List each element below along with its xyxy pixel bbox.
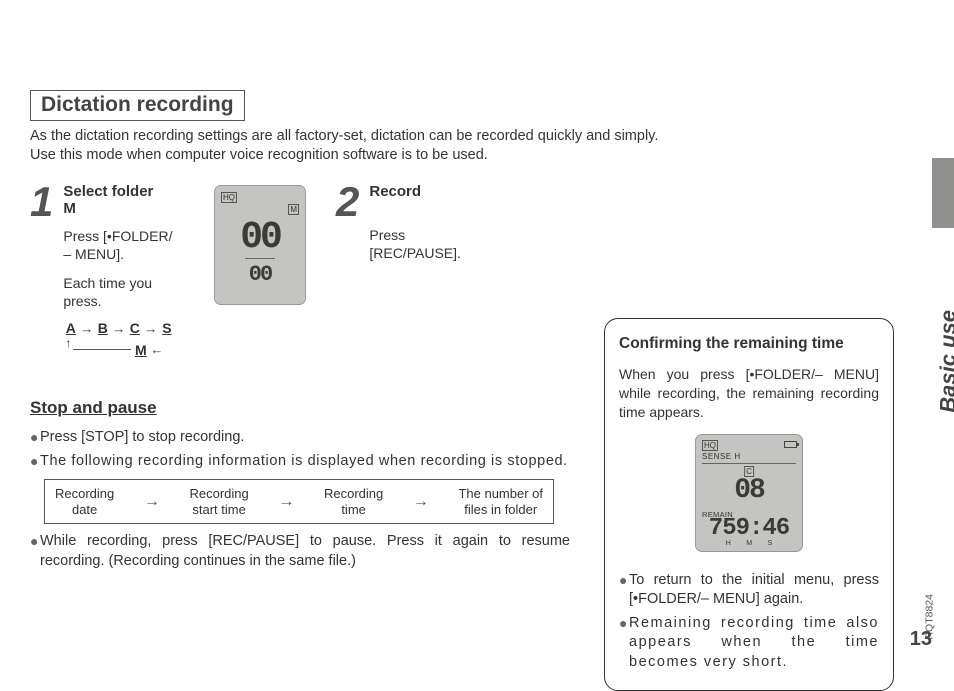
flow-item-start: Recording start time (189, 486, 248, 517)
battery-icon (784, 441, 797, 448)
step-1-title-l2: M (63, 200, 76, 217)
folder-m: M (133, 342, 148, 358)
bullet-icon: ● (619, 571, 629, 589)
step-2-press-l1: Press (369, 227, 405, 243)
stop-pause-block: Stop and pause ● Press [STOP] to stop re… (30, 398, 570, 571)
flow-item-date-l1: Recording (55, 486, 114, 501)
side-box-p1: When you press [•FOLDER/– MENU] while re… (619, 365, 879, 422)
step-1: 1 Select folder M Press [•FOLDER/ – MENU… (30, 181, 200, 370)
step-2-number: 2 (336, 181, 359, 223)
side-bullet-1: ● To return to the initial menu, press [… (619, 571, 879, 610)
lcd2-file-number: 08 (734, 475, 764, 506)
left-arrow-icon: ← (150, 342, 163, 357)
lcd1-divider (245, 258, 275, 259)
stop-bullet-1: ● Press [STOP] to stop recording. (30, 428, 570, 448)
lcd2-sense: SENSE H (702, 452, 741, 461)
flow-item-time-l1: Recording (324, 486, 383, 501)
lcd1-small-digits: 00 (249, 262, 271, 287)
stop-bullet-2: ● The following recording information is… (30, 452, 570, 472)
lcd-screen-2: HQ SENSE H C 08 REMAIN 759:46 H M S (695, 434, 803, 552)
stop-bullet-1-text: Press [STOP] to stop recording. (40, 428, 570, 448)
bullet-icon: ● (30, 532, 40, 550)
flow-item-start-l2: start time (192, 502, 245, 517)
step-1-title: Select folder M (63, 183, 213, 218)
step-2-press-l2: [REC/PAUSE]. (369, 245, 461, 261)
bullet-icon: ● (619, 614, 629, 632)
side-bullet-2: ● Remaining recording time also appears … (619, 614, 879, 673)
step-1-number: 1 (30, 181, 53, 223)
remaining-time-box: Confirming the remaining time When you p… (604, 318, 894, 691)
flow-item-time-l2: time (341, 502, 366, 517)
step-1-press-l2: – MENU]. (63, 246, 124, 262)
intro-text: As the dictation recording settings are … (30, 127, 860, 165)
lcd2-wrap: HQ SENSE H C 08 REMAIN 759:46 H M S (619, 434, 879, 557)
step-1-each-l2: press. (63, 293, 101, 309)
flow-item-date-l2: date (72, 502, 97, 517)
arrow-icon: → (278, 493, 294, 511)
stop-bullet-3-text: While recording, press [REC/PAUSE] to pa… (40, 532, 570, 571)
arrow-icon: → (144, 493, 160, 511)
lcd-screen-1: HQ M 00 00 (214, 185, 306, 305)
intro-line-2: Use this mode when computer voice recogn… (30, 147, 488, 163)
lcd2-h-label: H (726, 540, 731, 547)
folder-a: A (63, 320, 78, 336)
lcd2-time-digits: 759:46 (709, 515, 789, 542)
lcd2-hms-labels: H M S (696, 540, 802, 547)
arrow-icon: → (413, 493, 429, 511)
section-title: Dictation recording (30, 90, 245, 121)
lcd1-big-digits: 00 (240, 216, 280, 259)
side-bullet-2-text: Remaining recording time also appears wh… (629, 614, 879, 673)
step-1-press: Press [•FOLDER/ – MENU]. (63, 227, 213, 263)
stop-pause-heading: Stop and pause (30, 398, 570, 418)
side-box-title: Confirming the remaining time (619, 335, 879, 353)
side-bullet-1-text: To return to the initial menu, press [•F… (629, 571, 879, 610)
lcd2-s-label: S (768, 540, 773, 547)
step-2-title: Record (369, 183, 461, 200)
lcd2-divider (702, 463, 796, 464)
flow-item-date: Recording date (55, 486, 114, 517)
intro-line-1: As the dictation recording settings are … (30, 128, 658, 144)
flow-item-files: The number of files in folder (458, 486, 543, 517)
section-tab (932, 158, 954, 228)
flow-item-start-l1: Recording (189, 486, 248, 501)
step-1-press-l1: Press [•FOLDER/ (63, 228, 172, 244)
arrow-icon: → (144, 321, 157, 336)
section-label: Basic use (936, 310, 954, 413)
bullet-icon: ● (30, 428, 40, 446)
arrow-icon: → (80, 321, 93, 336)
recording-info-flow: Recording date → Recording start time → … (44, 479, 554, 524)
flow-item-files-l2: files in folder (464, 502, 537, 517)
page-number: 13 (910, 628, 932, 651)
up-arrow-icon: ↑ (65, 336, 71, 350)
stop-bullet-2-text: The following recording information is d… (40, 452, 570, 472)
folder-b: B (95, 320, 110, 336)
lcd2-m-label: M (746, 540, 752, 547)
step-2: 2 Record Press [REC/PAUSE]. (336, 181, 526, 273)
folder-c: C (127, 320, 142, 336)
step-2-press: Press [REC/PAUSE]. (369, 226, 461, 262)
lcd2-hq-indicator: HQ (702, 440, 718, 451)
step-1-title-l1: Select folder (63, 183, 153, 200)
step-1-each: Each time you press. (63, 274, 213, 310)
folder-s: S (159, 320, 174, 336)
step-1-each-l1: Each time you (63, 275, 152, 291)
stop-bullet-3: ● While recording, press [REC/PAUSE] to … (30, 532, 570, 571)
flow-item-time: Recording time (324, 486, 383, 517)
arrow-icon: → (112, 321, 125, 336)
seq-line (73, 349, 131, 350)
bullet-icon: ● (30, 452, 40, 470)
folder-sequence: A→B→C→S ↑ M ← (63, 320, 213, 370)
flow-item-files-l1: The number of (458, 486, 543, 501)
lcd1-hq-indicator: HQ (221, 192, 237, 203)
lcd1-folder-indicator: M (288, 204, 299, 215)
